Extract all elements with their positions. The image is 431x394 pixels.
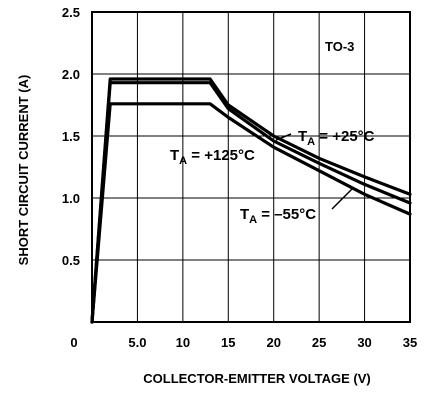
series-line-1: [90, 77, 412, 324]
leader-line-tm55: [331, 188, 353, 210]
plot-frame: [91, 11, 411, 323]
y-tick-label: 0.5: [62, 253, 80, 268]
x-tick-label: 30: [357, 335, 371, 350]
y-tick-label: 2.0: [62, 67, 80, 82]
x-tick-label: 10: [176, 335, 190, 350]
x-tick-label: 5.0: [128, 335, 146, 350]
annotation-t25: TA = +25°C: [298, 128, 375, 148]
annotation-t125: TA = +125°C: [170, 147, 255, 167]
x-axis-title: COLLECTOR-EMITTER VOLTAGE (V): [143, 371, 371, 386]
series-line-3: [90, 102, 412, 324]
y-tick-label: 1.5: [62, 129, 80, 144]
tick-labels: 5.0 10 15 20 25 30 35 0 0.5 1.0 1.5 2.0 2.5: [62, 5, 417, 350]
package-label: TO-3: [325, 39, 354, 54]
y-axis-title: SHORT CIRCUIT CURRENT (A): [16, 75, 31, 266]
curves: [90, 77, 412, 324]
x-tick-label: 35: [403, 335, 417, 350]
annotation-tm55: TA = –55°C: [240, 206, 316, 226]
leader-line-t25: [275, 133, 292, 141]
x-tick-label: 15: [221, 335, 235, 350]
grid: [92, 11, 411, 322]
y-tick-label: 1.0: [62, 191, 80, 206]
x-tick-label: 20: [266, 335, 280, 350]
x-tick-label: 0: [70, 335, 77, 350]
y-tick-label: 2.5: [62, 5, 80, 20]
x-tick-label: 25: [312, 335, 326, 350]
series-line-2: [90, 81, 412, 324]
